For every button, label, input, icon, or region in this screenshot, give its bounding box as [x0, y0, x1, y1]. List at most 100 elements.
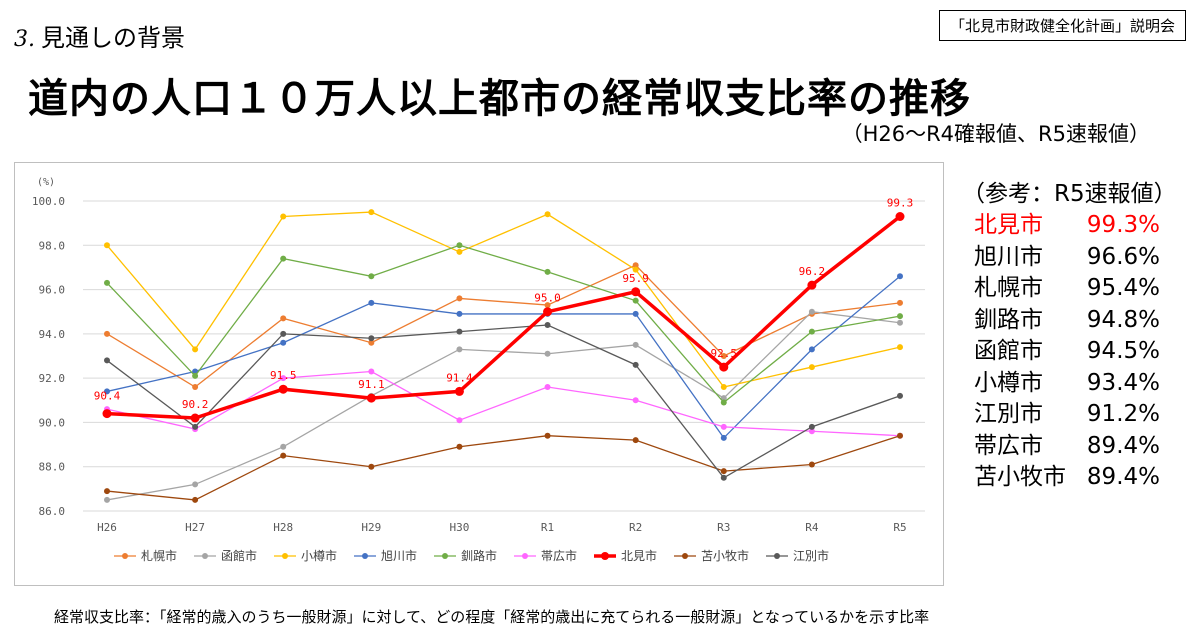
data-point: [456, 346, 463, 353]
reference-row: 函館市 94.5%: [962, 336, 1192, 368]
reference-city: 苫小牧市: [974, 464, 1066, 490]
series-line: [106, 211, 901, 388]
reference-row: 札幌市 95.4%: [962, 273, 1192, 305]
reference-city: 釧路市: [974, 306, 1043, 333]
data-point: [104, 242, 110, 249]
reference-value: 94.8%: [1086, 306, 1160, 333]
data-point: [280, 255, 287, 262]
reference-row: 旭川市 96.6%: [962, 242, 1192, 274]
data-point: [632, 297, 639, 304]
reference-city: 旭川市: [974, 243, 1043, 270]
x-tick-label: H28: [273, 521, 293, 534]
data-point: [544, 350, 551, 357]
data-point: [454, 386, 464, 396]
reference-title: （参考：R5速報値）: [962, 181, 1177, 207]
data-point: [897, 432, 903, 439]
data-point: [280, 443, 287, 450]
data-point: [280, 452, 287, 459]
data-label: 96.2: [799, 265, 826, 278]
data-point: [720, 384, 727, 390]
legend-label: 札幌市: [141, 548, 177, 563]
data-point: [456, 295, 463, 302]
data-label: 95.9: [622, 272, 649, 285]
data-point: [368, 299, 375, 306]
legend-marker: [682, 553, 688, 559]
data-point: [456, 242, 463, 249]
data-point: [808, 423, 815, 430]
data-point: [632, 361, 639, 368]
x-tick-label: H29: [361, 521, 381, 534]
data-point: [544, 211, 551, 218]
data-point: [897, 273, 903, 280]
legend-marker: [282, 553, 288, 559]
data-point: [192, 384, 199, 390]
series-line: [106, 244, 901, 404]
data-point: [720, 353, 727, 359]
data-point: [192, 423, 199, 430]
legend-label: 函館市: [221, 548, 257, 563]
chart-canvas: 100.0 98.0 96.0 94.0 92.0 90.0 88.0 86.0 (%) H26 H…: [32, 177, 925, 563]
data-point: [104, 488, 110, 495]
reference-city: 帯広市: [974, 432, 1043, 459]
data-point: [104, 496, 110, 503]
y-tick-label: 86.0: [39, 505, 66, 518]
reference-value: 96.6%: [1086, 243, 1160, 270]
data-point: [897, 299, 903, 306]
data-point: [368, 335, 375, 342]
data-label: 99.3: [887, 197, 914, 210]
data-point: [104, 388, 110, 395]
data-point: [720, 399, 727, 406]
x-tick-label: R5: [893, 521, 906, 534]
legend-marker: [774, 553, 780, 559]
data-point: [544, 384, 551, 390]
y-tick-label: 100.0: [32, 195, 65, 208]
data-point: [544, 432, 551, 439]
data-point: [456, 443, 463, 450]
data-point: [278, 384, 288, 394]
data-point: [719, 362, 729, 372]
reference-value: 91.2%: [1086, 401, 1160, 427]
data-point: [807, 280, 817, 290]
reference-city: 江別市: [974, 401, 1043, 427]
legend-marker: [122, 553, 128, 559]
legend-marker: [442, 553, 448, 559]
reference-value: 93.4%: [1086, 369, 1160, 396]
x-tick-label: H30: [450, 521, 470, 534]
data-point: [280, 213, 287, 220]
reference-row: 釧路市 94.8%: [962, 305, 1192, 337]
data-point: [720, 423, 727, 430]
legend-marker: [362, 553, 368, 559]
reference-city: 北見市: [974, 212, 1043, 238]
footnote: 経常収支比率：「経常的歳入のうち一般財源」に対して、どの程度「経常的歳出に充てら…: [54, 608, 930, 626]
data-point: [808, 328, 815, 335]
data-point: [720, 468, 727, 475]
reference-value: 89.4%: [1086, 432, 1160, 459]
data-point: [456, 310, 463, 317]
data-point: [192, 346, 199, 353]
document-label: 「北見市財政健全化計画」説明会: [938, 10, 1186, 41]
legend-marker: [601, 552, 609, 560]
reference-city: 函館市: [974, 338, 1043, 364]
data-point: [808, 346, 815, 353]
data-point: [368, 463, 375, 470]
data-point: [632, 437, 639, 444]
series-line: [106, 264, 901, 388]
data-point: [632, 310, 639, 317]
data-point: [631, 287, 641, 297]
data-point: [190, 413, 200, 423]
section-title: 見通しの背景: [41, 24, 185, 52]
data-point: [456, 417, 463, 424]
legend-label: 江別市: [793, 548, 829, 563]
legend-marker: [202, 553, 208, 559]
x-tick-label: R2: [629, 521, 642, 534]
legend-label: 釧路市: [461, 548, 497, 563]
data-point: [368, 273, 375, 280]
reference-row: 帯広市 89.4%: [962, 431, 1192, 463]
data-point: [632, 397, 639, 404]
y-axis-label: (%): [37, 177, 55, 188]
reference-value: 89.4%: [1086, 464, 1160, 490]
reference-row: 江別市 91.2%: [962, 399, 1192, 431]
data-point: [544, 322, 551, 328]
data-point: [544, 302, 551, 309]
legend-label: 旭川市: [381, 548, 417, 563]
